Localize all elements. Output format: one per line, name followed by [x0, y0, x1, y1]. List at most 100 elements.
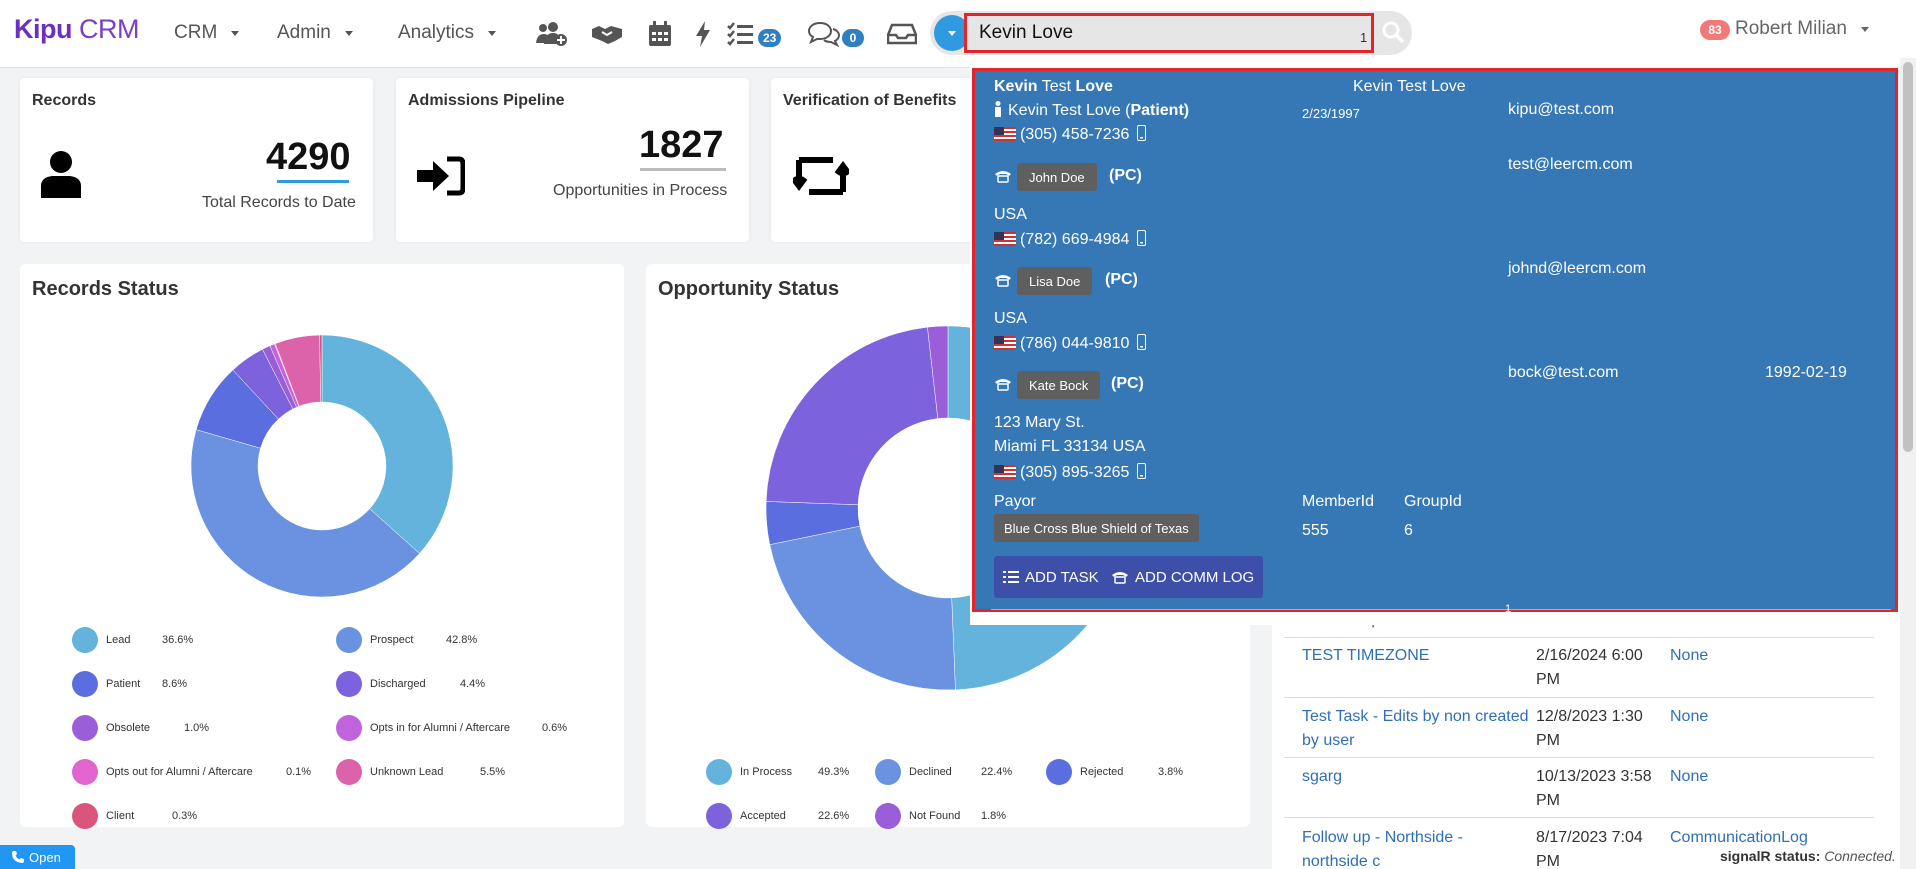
add-users-icon[interactable] [534, 18, 568, 50]
result-phone[interactable]: (305) 458-7236 [994, 125, 1147, 144]
scrollbar-thumb[interactable] [1903, 62, 1913, 452]
contact-email[interactable]: johnd@leercm.com [1508, 260, 1647, 277]
contact-phone[interactable]: (782) 669-4984 [994, 230, 1147, 249]
pie-slice-prospect[interactable] [190, 429, 420, 598]
legend-swatch [72, 671, 98, 697]
table-row[interactable]: sgarg 10/13/2023 3:58 PM None [1284, 758, 1874, 818]
contact-country: USA [994, 310, 1027, 327]
notifications-badge[interactable]: 83 [1700, 20, 1730, 40]
add-task-button[interactable]: ADD TASK [994, 556, 1108, 598]
user-menu[interactable]: Robert Milian [1735, 18, 1869, 40]
contact-chip-kate-bock[interactable]: Kate Bock [1017, 371, 1101, 399]
table-row[interactable]: TEST TIMEZONE 2/16/2024 6:00 PM None [1284, 638, 1874, 698]
records-underline [277, 180, 349, 183]
legend-item-lead[interactable]: Lead 36.6% [72, 627, 193, 653]
open-softphone-button[interactable]: Open [0, 845, 75, 869]
card-title: Admissions Pipeline [408, 92, 565, 109]
legend-item-opts-out-alumni[interactable]: Opts out for Alumni / Aftercare 0.1% [72, 759, 311, 785]
nav-menu-crm[interactable]: CRM [174, 22, 240, 44]
page-scrollbar[interactable] [1900, 58, 1916, 869]
legend-swatch [336, 715, 362, 741]
chat-icon[interactable] [807, 18, 841, 50]
pie-slice-accepted[interactable] [765, 326, 939, 506]
task-date: 8/17/2023 7:04 PM [1536, 829, 1643, 869]
task-name-link[interactable]: TEST TIMEZONE [1302, 647, 1430, 664]
task-name-link[interactable]: sgarg [1302, 768, 1343, 785]
legend-item-declined[interactable]: Declined 22.4% [875, 759, 1012, 785]
legend-swatch [72, 715, 98, 741]
task-related-link[interactable]: None [1670, 708, 1709, 725]
contact-phone[interactable]: (305) 895-3265 [994, 463, 1147, 482]
task-name-link[interactable]: Follow up - Northside - northside c [1302, 829, 1463, 869]
search-result-card[interactable]: Kevin Test Love Kevin Test Love Kevin Te… [972, 68, 1898, 615]
task-list-icon[interactable] [724, 18, 758, 50]
legend-swatch [875, 759, 901, 785]
legend-item-prospect[interactable]: Prospect 42.8% [336, 627, 477, 653]
handshake-icon[interactable] [590, 18, 624, 50]
signalr-status: signalR status: Connected. [1720, 848, 1896, 864]
task-related-link[interactable]: None [1670, 647, 1709, 664]
contact-email[interactable]: test@leercm.com [1508, 156, 1633, 173]
payor-chip[interactable]: Blue Cross Blue Shield of Texas [994, 514, 1199, 542]
contact-phone[interactable]: (786) 044-9810 [994, 334, 1147, 353]
task-related-link[interactable]: CommunicationLog [1670, 829, 1808, 846]
card-title: Records [32, 92, 97, 109]
result-patient-line[interactable]: Kevin Test Love (Patient) [994, 101, 1189, 120]
table-row[interactable]: Test Task - Edits by non created by user… [1284, 698, 1874, 758]
add-comm-log-button[interactable]: ADD COMM LOG [1102, 556, 1264, 598]
legend-item-opts-in-alumni[interactable]: Opts in for Alumni / Aftercare 0.6% [336, 715, 567, 741]
records-status-donut-chart[interactable] [20, 304, 624, 624]
opportunities-underline [640, 168, 726, 171]
lightning-icon[interactable] [686, 18, 720, 50]
phone-icon [994, 169, 1012, 188]
kipu-crm-logo[interactable]: Kipu CRM [14, 14, 140, 44]
legend-swatch [875, 803, 901, 829]
legend-swatch [336, 759, 362, 785]
task-related-link[interactable]: None [1670, 768, 1709, 785]
contact-email[interactable]: bock@test.com [1508, 364, 1619, 381]
legend-item-discharged[interactable]: Discharged 4.4% [336, 671, 485, 697]
legend-swatch [706, 759, 732, 785]
legend-item-in-process[interactable]: In Process 49.3% [706, 759, 849, 785]
contact-tag: (PC) [1105, 271, 1138, 288]
legend-item-obsolete[interactable]: Obsolete 1.0% [72, 715, 209, 741]
calendar-icon[interactable] [643, 18, 677, 50]
legend-item-accepted[interactable]: Accepted 22.6% [706, 803, 849, 829]
nav-menu-analytics[interactable]: Analytics [398, 22, 497, 44]
us-flag-icon [994, 465, 1016, 479]
legend-swatch [72, 759, 98, 785]
contact-chip-lisa-doe[interactable]: Lisa Doe [1017, 267, 1093, 295]
result-full-name: Kevin Test Love [1353, 78, 1466, 95]
task-date: 12/8/2023 1:30 PM [1536, 708, 1643, 749]
result-header-name: Kevin Test Love [994, 78, 1113, 95]
verification-of-benefits-card[interactable]: Verification of Benefits [771, 78, 971, 242]
contact-chip-john-doe[interactable]: John Doe [1017, 163, 1097, 191]
task-name-link[interactable]: Test Task - Edits by non created by user [1302, 708, 1529, 749]
legend-item-patient[interactable]: Patient 8.6% [72, 671, 187, 697]
pie-slice-client[interactable] [319, 334, 323, 403]
admissions-pipeline-card[interactable]: Admissions Pipeline 1827 Opportunities i… [396, 78, 749, 242]
legend-swatch [336, 627, 362, 653]
opportunities-label: Opportunities in Process [553, 182, 728, 199]
results-page-number[interactable]: 1 [1505, 603, 1512, 615]
result-email[interactable]: kipu@test.com [1508, 101, 1615, 118]
task-list-icon [1003, 571, 1019, 583]
search-icon[interactable] [1378, 17, 1408, 47]
legend-item-not-found[interactable]: Not Found 1.8% [875, 803, 1006, 829]
search-input[interactable] [964, 13, 1374, 53]
result-dob: 2/23/1997 [1302, 106, 1360, 121]
records-card[interactable]: Records 4290 Total Records to Date [20, 78, 373, 242]
legend-item-rejected[interactable]: Rejected 3.8% [1046, 759, 1183, 785]
legend-swatch [336, 671, 362, 697]
legend-item-client[interactable]: Client 0.3% [72, 803, 197, 829]
nav-menu-admin[interactable]: Admin [277, 22, 353, 44]
pie-slice-lead[interactable] [321, 334, 454, 554]
table-row[interactable]: Follow up - Northside - northside c 8/17… [1284, 818, 1874, 869]
legend-item-unknown-lead[interactable]: Unknown Lead 5.5% [336, 759, 505, 785]
mobile-phone-icon [1137, 463, 1147, 479]
panel-title: Opportunity Status [658, 278, 840, 300]
pie-slice-not-found[interactable] [927, 325, 949, 419]
payor-label: Payor [994, 493, 1036, 510]
inbox-icon[interactable] [885, 18, 919, 50]
pie-slice-declined[interactable] [769, 525, 956, 691]
